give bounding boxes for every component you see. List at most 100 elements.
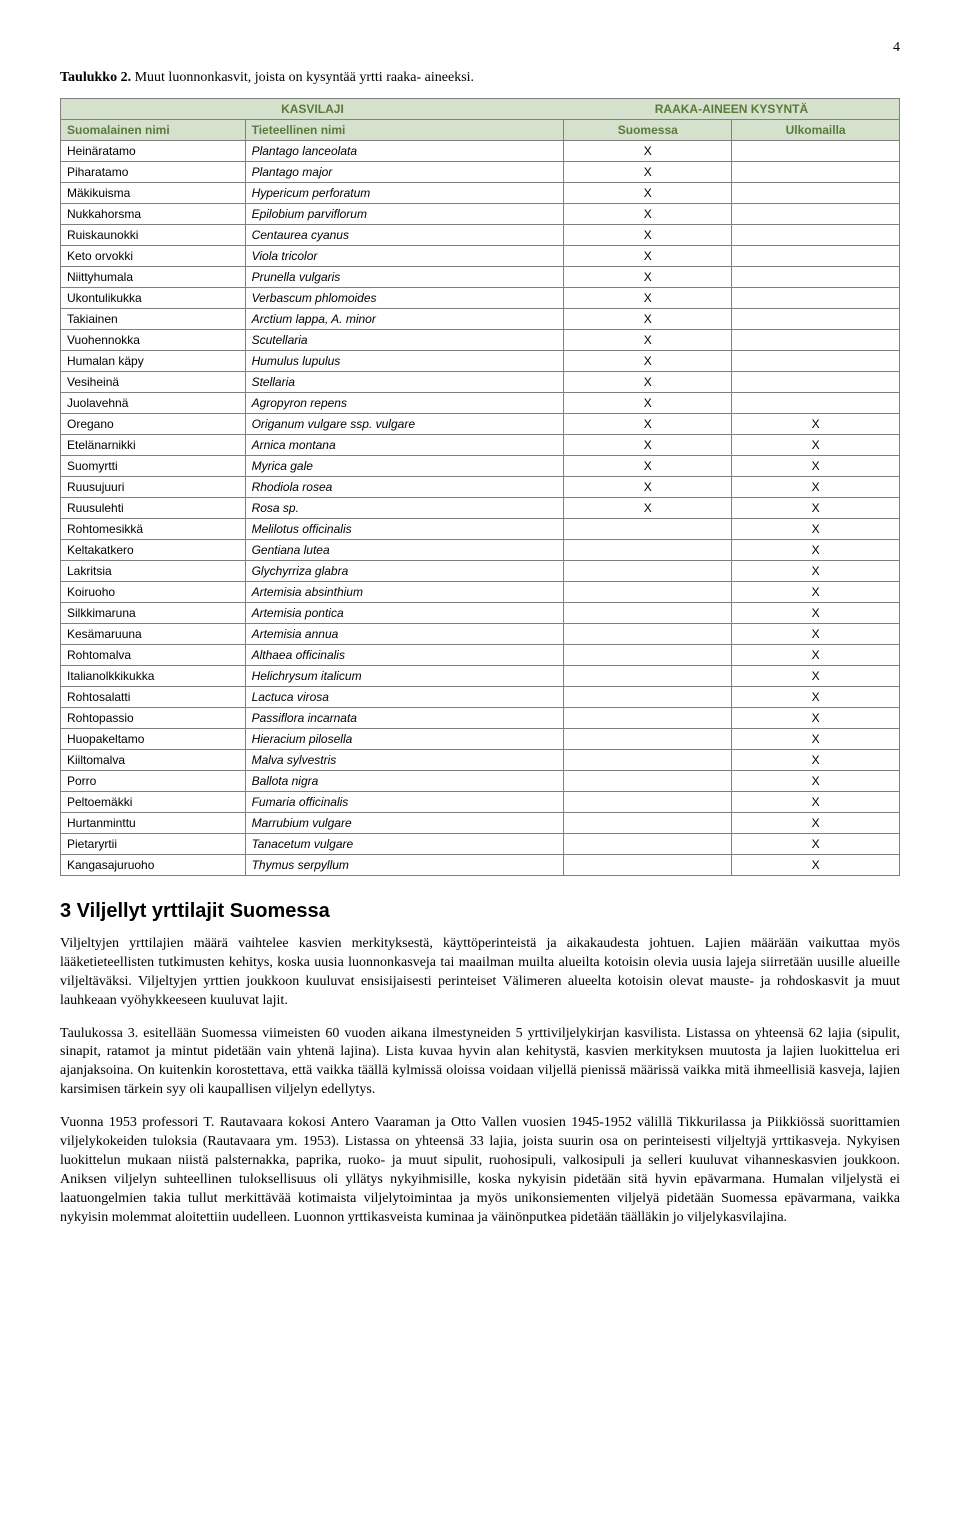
table-row: PietaryrtiiTanacetum vulgareX bbox=[61, 834, 900, 855]
table-row: LakritsiaGlychyrriza glabraX bbox=[61, 561, 900, 582]
table-row: VuohennokkaScutellariaX bbox=[61, 330, 900, 351]
cell-ulkomailla: X bbox=[732, 813, 900, 834]
cell-fi: Vesiheinä bbox=[61, 372, 246, 393]
cell-sci: Hypericum perforatum bbox=[245, 183, 564, 204]
cell-fi: Peltoemäkki bbox=[61, 792, 246, 813]
cell-sci: Viola tricolor bbox=[245, 246, 564, 267]
cell-suomessa: X bbox=[564, 204, 732, 225]
table-row: RohtosalattiLactuca virosaX bbox=[61, 687, 900, 708]
cell-fi: Etelänarnikki bbox=[61, 435, 246, 456]
table-row: PiharatamoPlantago majorX bbox=[61, 162, 900, 183]
table-row: KangasajuruohoThymus serpyllumX bbox=[61, 855, 900, 876]
table-row: TakiainenArctium lappa, A. minorX bbox=[61, 309, 900, 330]
cell-sci: Artemisia pontica bbox=[245, 603, 564, 624]
cell-fi: Rohtopassio bbox=[61, 708, 246, 729]
header-col1: Suomalainen nimi bbox=[61, 120, 246, 141]
table-row: Humalan käpyHumulus lupulusX bbox=[61, 351, 900, 372]
header-col4: Ulkomailla bbox=[732, 120, 900, 141]
table-row: PorroBallota nigraX bbox=[61, 771, 900, 792]
cell-fi: Kangasajuruoho bbox=[61, 855, 246, 876]
table-row: RohtomesikkäMelilotus officinalisX bbox=[61, 519, 900, 540]
cell-sci: Artemisia annua bbox=[245, 624, 564, 645]
cell-ulkomailla: X bbox=[732, 561, 900, 582]
cell-ulkomailla bbox=[732, 309, 900, 330]
cell-suomessa bbox=[564, 582, 732, 603]
cell-fi: Vuohennokka bbox=[61, 330, 246, 351]
cell-ulkomailla: X bbox=[732, 519, 900, 540]
table-row: RuusujuuriRhodiola roseaXX bbox=[61, 477, 900, 498]
cell-fi: Heinäratamo bbox=[61, 141, 246, 162]
cell-suomessa bbox=[564, 645, 732, 666]
cell-suomessa bbox=[564, 603, 732, 624]
cell-suomessa: X bbox=[564, 225, 732, 246]
cell-suomessa: X bbox=[564, 267, 732, 288]
table-row: RuiskaunokkiCentaurea cyanusX bbox=[61, 225, 900, 246]
cell-fi: Silkkimaruna bbox=[61, 603, 246, 624]
cell-suomessa bbox=[564, 687, 732, 708]
table-row: VesiheinäStellariaX bbox=[61, 372, 900, 393]
cell-ulkomailla: X bbox=[732, 456, 900, 477]
cell-ulkomailla: X bbox=[732, 855, 900, 876]
caption-rest: Muut luonnonkasvit, joista on kysyntää y… bbox=[131, 70, 474, 85]
cell-suomessa bbox=[564, 666, 732, 687]
cell-fi: Italianolkkikukka bbox=[61, 666, 246, 687]
cell-fi: Juolavehnä bbox=[61, 393, 246, 414]
cell-suomessa bbox=[564, 561, 732, 582]
cell-fi: Oregano bbox=[61, 414, 246, 435]
cell-fi: Nukkahorsma bbox=[61, 204, 246, 225]
cell-sci: Glychyrriza glabra bbox=[245, 561, 564, 582]
cell-suomessa: X bbox=[564, 414, 732, 435]
cell-suomessa: X bbox=[564, 288, 732, 309]
cell-sci: Rosa sp. bbox=[245, 498, 564, 519]
cell-ulkomailla bbox=[732, 330, 900, 351]
cell-sci: Ballota nigra bbox=[245, 771, 564, 792]
header-col3: Suomessa bbox=[564, 120, 732, 141]
cell-ulkomailla bbox=[732, 225, 900, 246]
cell-fi: Ruiskaunokki bbox=[61, 225, 246, 246]
cell-ulkomailla: X bbox=[732, 729, 900, 750]
cell-sci: Epilobium parviflorum bbox=[245, 204, 564, 225]
cell-ulkomailla bbox=[732, 372, 900, 393]
cell-suomessa bbox=[564, 771, 732, 792]
table-row: PeltoemäkkiFumaria officinalisX bbox=[61, 792, 900, 813]
cell-ulkomailla: X bbox=[732, 666, 900, 687]
cell-suomessa: X bbox=[564, 246, 732, 267]
body-paragraph: Taulukossa 3. esitellään Suomessa viimei… bbox=[60, 1025, 900, 1101]
cell-ulkomailla: X bbox=[732, 603, 900, 624]
cell-ulkomailla: X bbox=[732, 687, 900, 708]
table-row: MäkikuismaHypericum perforatumX bbox=[61, 183, 900, 204]
cell-suomessa: X bbox=[564, 393, 732, 414]
cell-suomessa bbox=[564, 750, 732, 771]
cell-suomessa: X bbox=[564, 498, 732, 519]
cell-fi: Kiiltomalva bbox=[61, 750, 246, 771]
cell-sci: Centaurea cyanus bbox=[245, 225, 564, 246]
cell-fi: Rohtomesikkä bbox=[61, 519, 246, 540]
cell-sci: Humulus lupulus bbox=[245, 351, 564, 372]
cell-fi: Ruusujuuri bbox=[61, 477, 246, 498]
cell-ulkomailla: X bbox=[732, 582, 900, 603]
cell-fi: Rohtosalatti bbox=[61, 687, 246, 708]
cell-fi: Kesämaruuna bbox=[61, 624, 246, 645]
cell-ulkomailla: X bbox=[732, 477, 900, 498]
cell-ulkomailla: X bbox=[732, 414, 900, 435]
cell-ulkomailla bbox=[732, 162, 900, 183]
cell-suomessa: X bbox=[564, 162, 732, 183]
cell-suomessa bbox=[564, 855, 732, 876]
cell-sci: Scutellaria bbox=[245, 330, 564, 351]
cell-suomessa bbox=[564, 729, 732, 750]
cell-ulkomailla bbox=[732, 204, 900, 225]
cell-suomessa: X bbox=[564, 183, 732, 204]
cell-ulkomailla: X bbox=[732, 834, 900, 855]
plants-table: KASVILAJIRAAKA-AINEEN KYSYNTÄSuomalainen… bbox=[60, 98, 900, 876]
cell-sci: Arctium lappa, A. minor bbox=[245, 309, 564, 330]
table-row: OreganoOriganum vulgare ssp. vulgareXX bbox=[61, 414, 900, 435]
table-row: RuusulehtiRosa sp.XX bbox=[61, 498, 900, 519]
cell-suomessa: X bbox=[564, 330, 732, 351]
cell-sci: Agropyron repens bbox=[245, 393, 564, 414]
cell-sci: Origanum vulgare ssp. vulgare bbox=[245, 414, 564, 435]
cell-ulkomailla: X bbox=[732, 750, 900, 771]
page-number: 4 bbox=[60, 40, 900, 56]
table-row: HurtanminttuMarrubium vulgareX bbox=[61, 813, 900, 834]
cell-ulkomailla bbox=[732, 351, 900, 372]
cell-ulkomailla bbox=[732, 267, 900, 288]
